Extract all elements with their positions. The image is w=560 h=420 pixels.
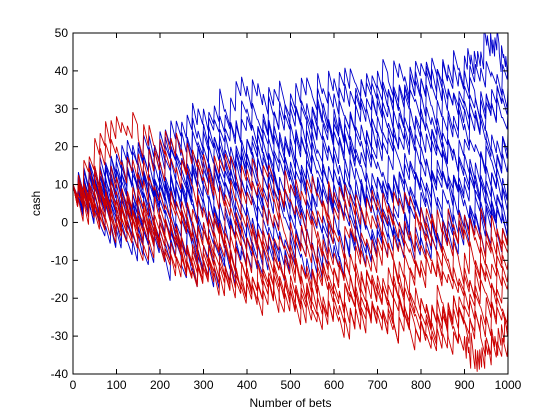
y-axis-label: cash	[29, 191, 43, 216]
series-line-3	[73, 68, 508, 215]
x-tick-label: 200	[150, 378, 170, 392]
series-line-25	[73, 179, 508, 358]
x-tick-label: 500	[280, 378, 300, 392]
y-tick-label: -10	[51, 253, 69, 267]
x-tick-label: 300	[193, 378, 213, 392]
x-tick-label: 700	[367, 378, 387, 392]
y-axis-ticks: -40 -30 -20 -10 0 10 20 30 40 50	[51, 26, 508, 381]
x-tick-label: 400	[237, 378, 257, 392]
series-line-24	[73, 184, 508, 372]
x-tick-label: 600	[324, 378, 344, 392]
y-tick-label: -40	[51, 367, 69, 381]
x-tick-label: 900	[454, 378, 474, 392]
y-tick-label: 50	[55, 26, 69, 40]
y-tick-label: 30	[55, 102, 69, 116]
x-tick-label: 100	[106, 378, 126, 392]
series-layer	[73, 33, 508, 372]
x-tick-label: 800	[411, 378, 431, 392]
series-line-7	[73, 127, 508, 211]
y-tick-label: -30	[51, 329, 69, 343]
x-axis-ticks: 0 100 200 300 400 500 600 700 800 900 1000	[70, 33, 522, 392]
series-line-16	[73, 112, 508, 250]
y-tick-label: -20	[51, 291, 69, 305]
series-line-4	[73, 84, 508, 206]
y-tick-label: 40	[55, 64, 69, 78]
x-tick-label: 1000	[495, 378, 522, 392]
x-axis-label: Number of bets	[249, 396, 331, 410]
y-tick-label: 0	[61, 215, 68, 229]
series-line-10	[73, 164, 508, 229]
x-tick-label: 0	[70, 378, 77, 392]
y-tick-label: 20	[55, 140, 69, 154]
y-tick-label: 10	[55, 178, 69, 192]
series-line-17	[73, 139, 508, 257]
